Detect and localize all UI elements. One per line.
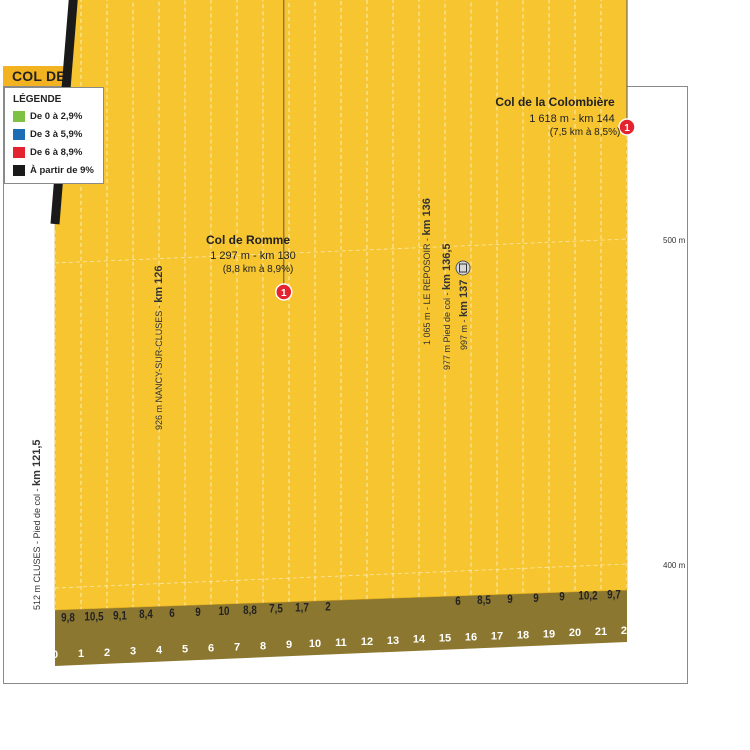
x-tick-label: 20 [569,627,581,639]
place-reposoir-km: km 136 [421,198,433,235]
summit-colombiere-alt: 1 618 m - km 144 [529,113,615,125]
gradient-label: 10,5 [84,611,103,624]
summit-romme-badge-label: 1 [281,288,287,299]
legend-label: De 0 à 2,9% [30,111,83,122]
x-tick-label: 6 [208,642,214,654]
x-tick-label: 18 [517,629,529,641]
legend-swatch-red [13,147,25,158]
x-tick-label: 16 [465,632,477,644]
summit-romme-name: Col de Romme [206,233,290,247]
x-tick-label: 2 [104,647,110,659]
legend-swatch-green [13,111,25,122]
place-nancy-km: km 126 [153,265,165,302]
x-tick-label: 12 [361,636,373,648]
summit-romme-grade: (8,8 km à 8,9%) [223,264,294,275]
road-segment [50,0,78,225]
place-pied-colombiere: 977 m Pied de col - km 136,5 [441,243,453,370]
place-nancy-alt: 926 m NANCY-SUR-CLUSES - [154,303,164,430]
x-tick-label: 11 [335,637,347,649]
legend-swatch-blue [13,129,25,140]
grid-layer [55,0,627,610]
x-tick-label: 21 [595,626,607,638]
legend-label: À partir de 9% [30,165,94,176]
y-tick-label: 500 m [663,236,686,245]
x-tick-label: 4 [156,645,163,657]
x-tick-label: 1 [78,648,84,660]
feed-zone-icon-inner [459,263,467,273]
summit-romme-badge [275,283,293,301]
legend-title: LÉGENDE [13,94,62,105]
gradient-label: 6 [169,607,174,620]
feed-zone-icon [455,260,471,276]
legend-label: De 6 à 8,9% [30,147,83,158]
x-tick-label: 0 [52,649,58,661]
gradient-label: 10,2 [578,590,597,603]
place-km137-km: km 137 [458,280,470,317]
gradient-label: 1,7 [295,602,309,615]
y-tick-label: 400 m [663,561,686,570]
x-tick-label: 5 [182,644,188,656]
x-tick-label: 15 [439,633,451,645]
gradient-label: 10 [219,605,230,618]
summit-romme-alt: 1 297 m - km 130 [210,250,296,262]
x-tick-label: 14 [413,634,426,646]
gradient-label: 9,7 [607,589,621,602]
gradient-label: 7,5 [269,603,283,616]
x-tick-label: 17 [491,630,503,642]
legend-item: De 6 à 8,9% [13,147,82,159]
place-cluses-alt: 512 m CLUSES - Pied de col - [32,486,42,610]
gradient-label: 6 [455,595,460,608]
summit-colombiere-badge-label: 1 [624,123,630,134]
x-tick-label: 9 [286,639,292,651]
gradient-label: 8,8 [243,604,257,617]
gradient-label: 8,5 [477,594,491,607]
terrain-front-face [55,590,627,666]
legend-label: De 3 à 5,9% [30,129,83,140]
x-tick-label: 22 [621,625,633,637]
gradient-label: 9 [195,606,200,619]
place-reposoir: 1 065 m - LE REPOSOIR - km 136 [421,198,433,345]
legend-item: De 3 à 5,9% [13,129,82,141]
summit-colombiere-badge [618,118,636,136]
gradient-label: 9,1 [113,609,127,622]
place-pied-colombiere-alt: 977 m Pied de col - [442,290,452,370]
place-km137: 997 m - km 137 [458,280,470,350]
grid-horizontal [55,563,627,589]
road-layer [50,0,78,225]
place-nancy: 926 m NANCY-SUR-CLUSES - km 126 [153,265,165,430]
x-tick-label: 13 [387,635,399,647]
x-tick-label: 7 [234,641,240,653]
annotation-layer: 1 1 Col de Romme 1 297 m - km 130 (8,8 km à … [31,0,636,610]
gradient-label: 9 [533,592,538,605]
legend-swatch-black [13,165,25,176]
legend-item: À partir de 9% [13,165,94,177]
gradient-label: 9,8 [61,612,75,625]
place-pied-colombiere-km: km 136,5 [441,243,453,289]
x-tick-label: 10 [309,638,321,650]
gradient-label: 9 [559,591,564,604]
x-tick-label: 8 [260,640,266,652]
place-reposoir-alt: 1 065 m - LE REPOSOIR - [422,235,432,345]
summit-colombiere-name: Col de la Colombière [495,95,615,109]
place-cluses: 512 m CLUSES - Pied de col - km 121,5 [31,439,43,610]
place-cluses-km: km 121,5 [31,439,43,485]
legend: LÉGENDE De 0 à 2,9% De 3 à 5,9% De 6 à 8… [4,87,104,184]
legend-item: De 0 à 2,9% [13,111,82,123]
grid-horizontal [55,238,627,264]
gradient-label: 8,4 [139,608,153,621]
gradient-label-layer: 9,8 10,5 9,1 8,4 6 9 10 8,8 7,5 1,7 2 6 8,5 9 9 9 10,2 9,… [61,589,621,625]
gradient-label: 9 [507,593,512,606]
summit-colombiere-grade: (7,5 km à 8,5%) [550,127,621,138]
x-tick-label: 3 [130,646,136,658]
place-km137-alt: 997 m - [459,317,469,350]
gradient-label: 2 [325,601,330,614]
x-tick-label: 19 [543,628,555,640]
